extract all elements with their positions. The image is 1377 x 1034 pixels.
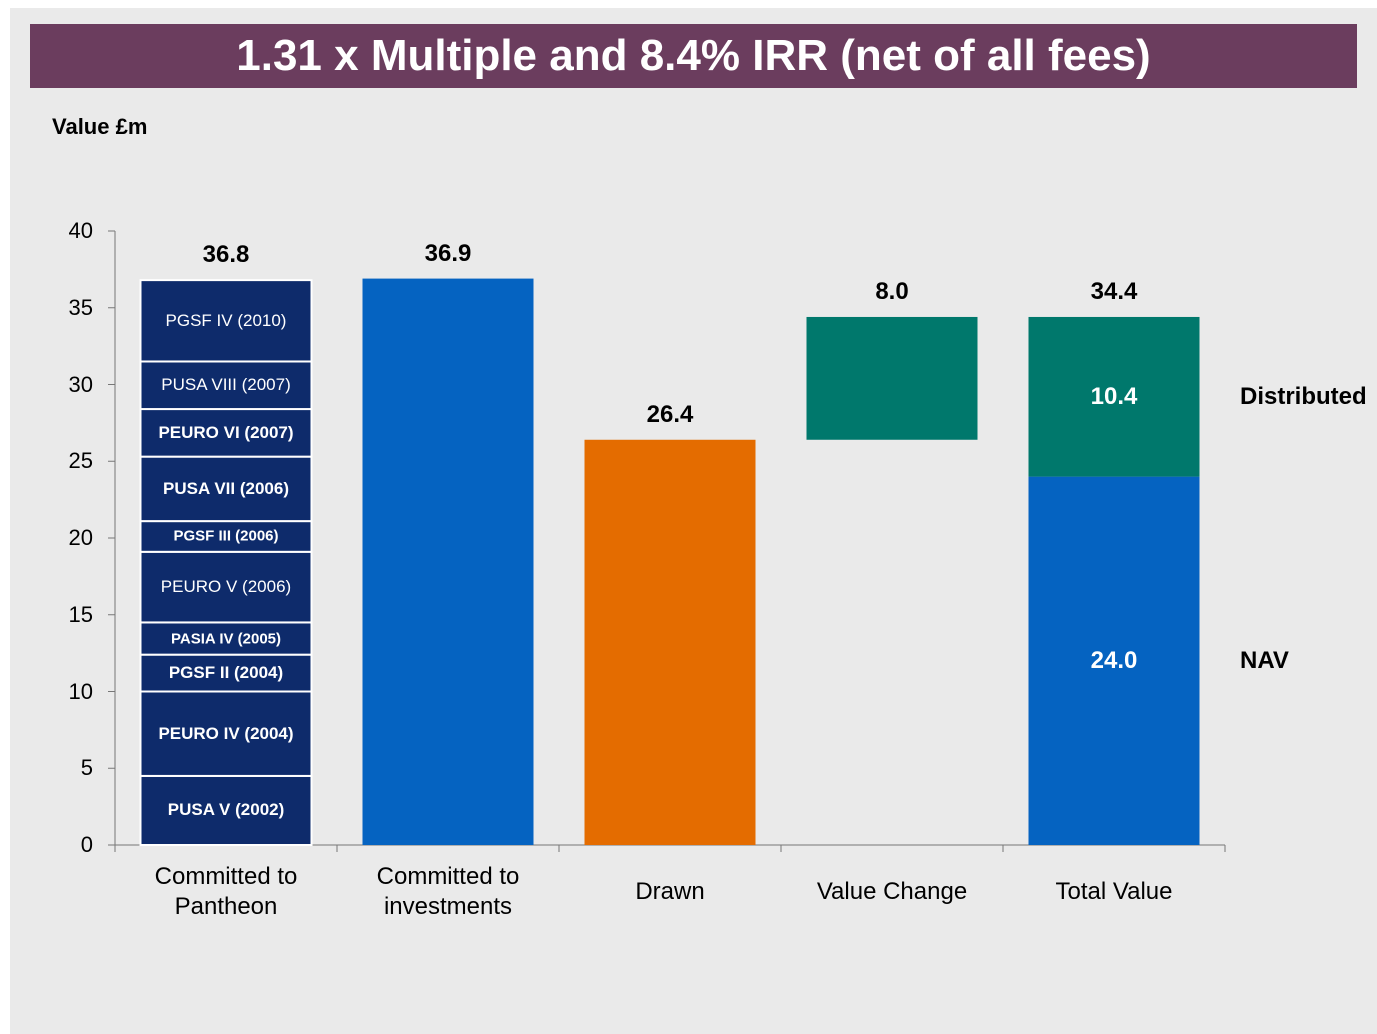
- segment-label: PEURO V (2006): [160, 577, 292, 597]
- chart-title: 1.31 x Multiple and 8.4% IRR (net of all…: [30, 24, 1357, 88]
- segment-label: PEURO VI (2007): [158, 422, 294, 442]
- total-label: 36.8: [202, 241, 250, 269]
- bar-segment: [139, 455, 313, 523]
- bar-segment: [1028, 476, 1200, 845]
- bar-segment: [139, 653, 313, 693]
- y-tick-label: 20: [68, 525, 93, 550]
- segment-label: PGSF IV (2010): [165, 310, 287, 330]
- value-label: 26.4: [646, 400, 694, 428]
- segment-label: PUSA V (2002): [167, 800, 285, 820]
- x-tick-label: Drawn: [635, 878, 705, 905]
- segment-name-label: NAV: [1240, 646, 1289, 674]
- segment-label: PGSF II (2004): [168, 663, 284, 683]
- x-tick-label: Committed to investments: [376, 863, 520, 920]
- bar-segment: [1028, 316, 1200, 477]
- bar-segment: [139, 279, 313, 363]
- x-tick-label: Total Value: [1055, 878, 1173, 905]
- total-label: 34.4: [1090, 277, 1138, 305]
- segment-label: PUSA VIII (2007): [161, 375, 291, 395]
- bar-segment: [139, 774, 313, 846]
- y-tick-label: 30: [68, 371, 93, 397]
- segment-value-label: 24.0: [1090, 646, 1138, 674]
- segment-label: PASIA IV (2005): [170, 630, 282, 648]
- bar-segment: [139, 520, 313, 553]
- bar: [584, 439, 756, 845]
- bar: [362, 278, 534, 846]
- y-tick-label: 10: [68, 678, 93, 704]
- bar-segment: [139, 550, 313, 624]
- segment-label: PEURO IV (2004): [158, 723, 294, 743]
- y-tick-label: 5: [80, 755, 93, 781]
- y-tick-label: 15: [68, 601, 93, 627]
- bar-segment: [139, 360, 313, 411]
- bar-segment: [139, 690, 313, 777]
- bar: [806, 316, 978, 440]
- segment-label: PGSF III (2006): [173, 527, 279, 545]
- y-tick-label: 40: [68, 218, 93, 243]
- y-axis-label: Value £m: [52, 114, 148, 139]
- x-tick-label: Committed to Pantheon: [154, 863, 298, 920]
- y-tick-label: 0: [80, 832, 93, 857]
- segment-value-label: 10.4: [1090, 382, 1138, 410]
- y-tick-label: 35: [68, 294, 93, 320]
- y-tick-label: 25: [68, 448, 93, 474]
- value-label: 36.9: [424, 239, 472, 267]
- segment-name-label: Distributed: [1240, 382, 1367, 410]
- segment-label: PUSA VII (2006): [163, 478, 289, 498]
- value-label: 8.0: [875, 277, 909, 305]
- x-tick-label: Value Change: [816, 878, 968, 905]
